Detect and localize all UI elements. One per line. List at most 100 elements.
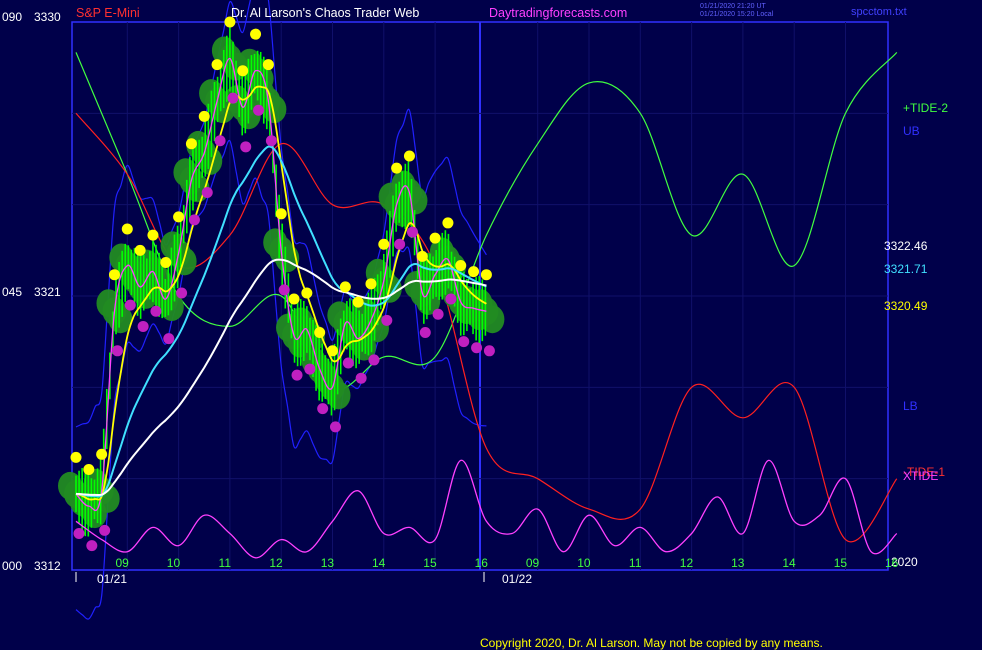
- high-dot: [352, 296, 364, 308]
- tide2-line: [75, 52, 898, 390]
- x-tick-label: 11: [219, 556, 232, 570]
- price-bubble: [172, 247, 197, 276]
- high-dot: [416, 250, 428, 262]
- price-close-line: [75, 57, 487, 512]
- high-dot: [391, 162, 403, 174]
- site-title: Dr. Al Larson's Chaos Trader Web: [231, 6, 419, 20]
- x-axis-labels: 09 10 11 12 13 14 15 16 09 10 11 12 13 14 15 16: [115, 556, 898, 570]
- high-dot: [237, 65, 249, 77]
- upper-band-line: [75, 0, 487, 428]
- high-dot: [224, 16, 236, 28]
- tide2-label: +TIDE-2: [903, 101, 948, 115]
- instrument-label: S&P E-Mini: [76, 6, 140, 20]
- site-url[interactable]: Daytradingforecasts.com: [489, 6, 627, 20]
- high-dot: [108, 269, 120, 281]
- high-dot: [378, 238, 390, 250]
- high-dot: [275, 208, 287, 220]
- low-dot: [368, 354, 380, 366]
- x-tick-label: 09: [115, 556, 129, 570]
- low-dot: [317, 403, 329, 415]
- x-tick-label: 16: [885, 556, 899, 570]
- ema-slow-line: [75, 258, 487, 497]
- low-dot: [458, 336, 470, 348]
- low-dot: [355, 372, 367, 384]
- high-dot: [403, 150, 415, 162]
- x-tick-label: 12: [269, 556, 283, 570]
- high-dot: [173, 211, 185, 223]
- high-dot: [147, 229, 159, 241]
- high-dot: [455, 260, 467, 272]
- low-dot: [214, 135, 226, 147]
- lower-band-line: [75, 139, 487, 620]
- high-dot: [185, 138, 197, 150]
- level-label-2: 3321.71: [884, 262, 928, 276]
- x-tick-label: 11: [629, 556, 642, 570]
- xtide-label: XTIDE: [903, 469, 938, 483]
- high-dot: [468, 266, 480, 278]
- ema-mid-line: [75, 145, 487, 498]
- low-dot: [240, 141, 252, 153]
- moving-averages: [75, 57, 487, 512]
- tide1-label: -TIDE-1: [903, 465, 945, 479]
- low-dot: [291, 369, 303, 381]
- low-dot: [342, 357, 354, 369]
- timestamp-local: 01/21/2020 15:20 Local: [700, 11, 774, 18]
- low-dot: [471, 342, 483, 354]
- tide1-line: [75, 112, 898, 543]
- file-name: spcctom.txt: [851, 6, 907, 18]
- level-label-3: 3320.49: [884, 299, 928, 313]
- high-dot: [198, 110, 210, 122]
- axis-top-cycle: 090: [2, 10, 22, 24]
- low-dot: [445, 293, 457, 305]
- axis-top-price: 3330: [34, 10, 61, 24]
- price-bubble: [326, 381, 351, 410]
- low-dot: [99, 524, 111, 536]
- x-tick-label: 09: [526, 556, 540, 570]
- pivot-dots: [70, 16, 495, 552]
- x-tick-label: 12: [680, 556, 694, 570]
- low-dot: [394, 238, 406, 250]
- high-dot: [250, 28, 262, 40]
- year-label: 2020: [891, 555, 918, 569]
- date-label-1: 01/21: [97, 572, 127, 586]
- x-tick-label: 10: [577, 556, 591, 570]
- x-tick-label: 14: [372, 556, 386, 570]
- xtide-series: [75, 459, 898, 559]
- low-dot: [304, 363, 316, 375]
- high-dot: [314, 327, 326, 339]
- high-dot: [442, 217, 454, 229]
- timestamp-ut: 01/21/2020 21:20 UT: [700, 3, 766, 10]
- low-dot: [176, 287, 188, 299]
- high-dot: [288, 293, 300, 305]
- low-dot: [227, 92, 239, 104]
- low-dot: [253, 104, 265, 116]
- high-dot: [480, 269, 492, 281]
- low-dot: [483, 345, 495, 357]
- high-dot: [160, 257, 172, 269]
- level-label-1: 3322.46: [884, 239, 928, 253]
- x-tick-label: 13: [731, 556, 745, 570]
- axis-mid-price: 3321: [34, 285, 61, 299]
- x-tick-label: 15: [423, 556, 437, 570]
- high-dot: [121, 223, 133, 235]
- low-dot: [137, 320, 149, 332]
- high-dot: [339, 281, 351, 293]
- bands: [75, 0, 898, 620]
- low-dot: [265, 135, 277, 147]
- low-dot: [124, 299, 136, 311]
- low-dot: [406, 226, 418, 238]
- date-label-2: 01/22: [502, 572, 532, 586]
- axis-bottom-cycle: 000: [2, 559, 22, 573]
- low-dot: [163, 333, 175, 345]
- high-dot: [429, 232, 441, 244]
- lb-label: LB: [903, 399, 918, 413]
- high-dot: [365, 278, 377, 290]
- high-dot: [327, 345, 338, 357]
- xtide-line: [75, 459, 898, 559]
- copyright: Copyright 2020, Dr. Al Larson. May not b…: [480, 636, 823, 650]
- high-dot: [70, 451, 82, 463]
- x-tick-label: 13: [321, 556, 335, 570]
- x-tick-label: 14: [782, 556, 796, 570]
- price-bubble: [403, 186, 428, 215]
- low-dot: [73, 527, 85, 539]
